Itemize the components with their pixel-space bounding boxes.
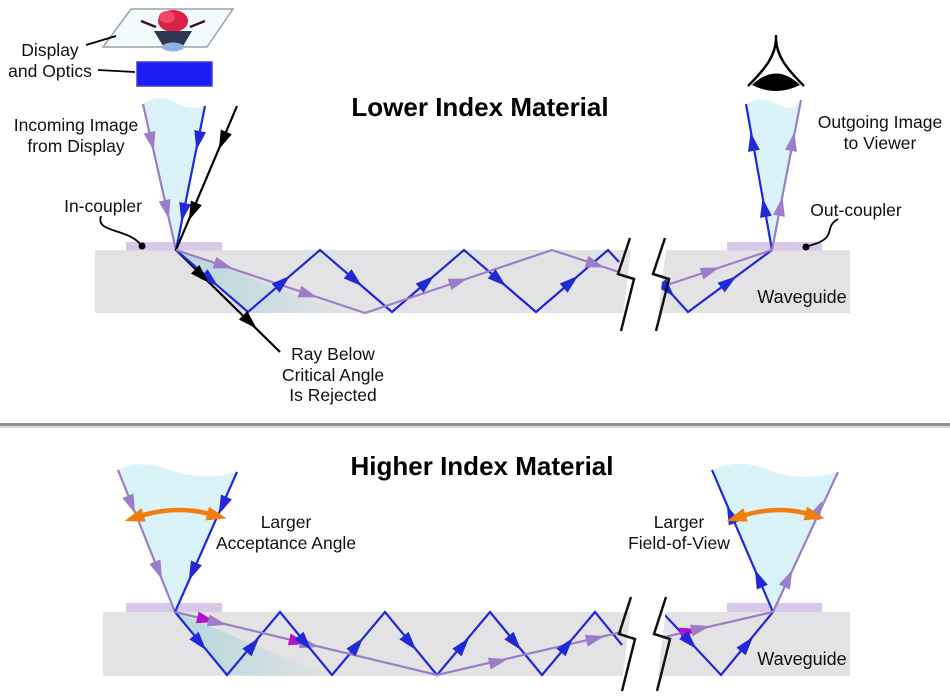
coupler-leaders-top (99, 215, 839, 251)
bottom-title: Higher Index Material (350, 451, 614, 481)
outgoing-cone (746, 99, 801, 250)
rejected-ray-label: Ray Below Critical Angle Is Rejected (281, 344, 385, 405)
break-line-bottom-right (652, 596, 672, 692)
waveguide-label-bottom: Waveguide (757, 649, 847, 669)
outgoing-cone-bottom (712, 463, 838, 612)
out-coupler-label: Out-coupler (810, 200, 902, 220)
top-diagram (85, 8, 850, 353)
in-coupler-strip (126, 242, 222, 251)
leader-out-coupler (807, 218, 839, 247)
section-divider (0, 423, 950, 428)
rose-highlight (159, 11, 175, 23)
incoming-cone (143, 97, 205, 250)
display-illustration (85, 8, 235, 87)
fov-arrow (724, 506, 827, 528)
leader-in-coupler (99, 215, 142, 246)
display-module-rect (136, 61, 213, 87)
top-title: Lower Index Material (351, 92, 609, 122)
incoming-image-label: Incoming Image from Display (13, 115, 139, 156)
in-coupler-label: In-coupler (64, 196, 142, 216)
break-gap-bottom (621, 600, 667, 692)
incoming-cone-bottom (118, 464, 237, 612)
break-line-top-left (616, 237, 636, 332)
break-line-bottom-left (617, 596, 637, 692)
incoming-blue-ray-bottom (173, 471, 239, 613)
outgoing-purple-ray (770, 99, 803, 251)
purple-guided-ray-bottom-after-break (655, 610, 774, 641)
incoming-blue-ray (174, 105, 207, 251)
waveguide-label-top: Waveguide (757, 287, 847, 307)
acceptance-angle-label: Larger Acceptance Angle (215, 512, 357, 553)
incoming-purple-ray-bottom (116, 469, 177, 613)
leader-display-rect (97, 69, 136, 73)
outgoing-image-label: Outgoing Image to Viewer (817, 112, 943, 153)
bottom-diagram (103, 463, 850, 692)
acceptance-angle-arrow (122, 506, 229, 528)
vase-base (162, 42, 184, 52)
outgoing-purple-ray-bottom (772, 471, 839, 613)
vase (154, 31, 192, 46)
leader-dot-out (802, 243, 810, 251)
leader-display-panel (85, 35, 117, 46)
incoming-purple-ray (141, 103, 178, 251)
display-optics-label: Display and Optics (8, 40, 92, 81)
outgoing-blue-ray-bottom (710, 469, 775, 613)
leader-dot-in (138, 242, 146, 250)
break-line-top-right (651, 237, 671, 332)
eye-icon (747, 35, 805, 91)
outgoing-blue-ray (744, 103, 774, 251)
field-of-view-label: Larger Field-of-View (628, 512, 730, 553)
rose-leaf-right (189, 19, 206, 29)
out-coupler-strip (727, 242, 822, 251)
rose-leaf-left (140, 19, 157, 29)
